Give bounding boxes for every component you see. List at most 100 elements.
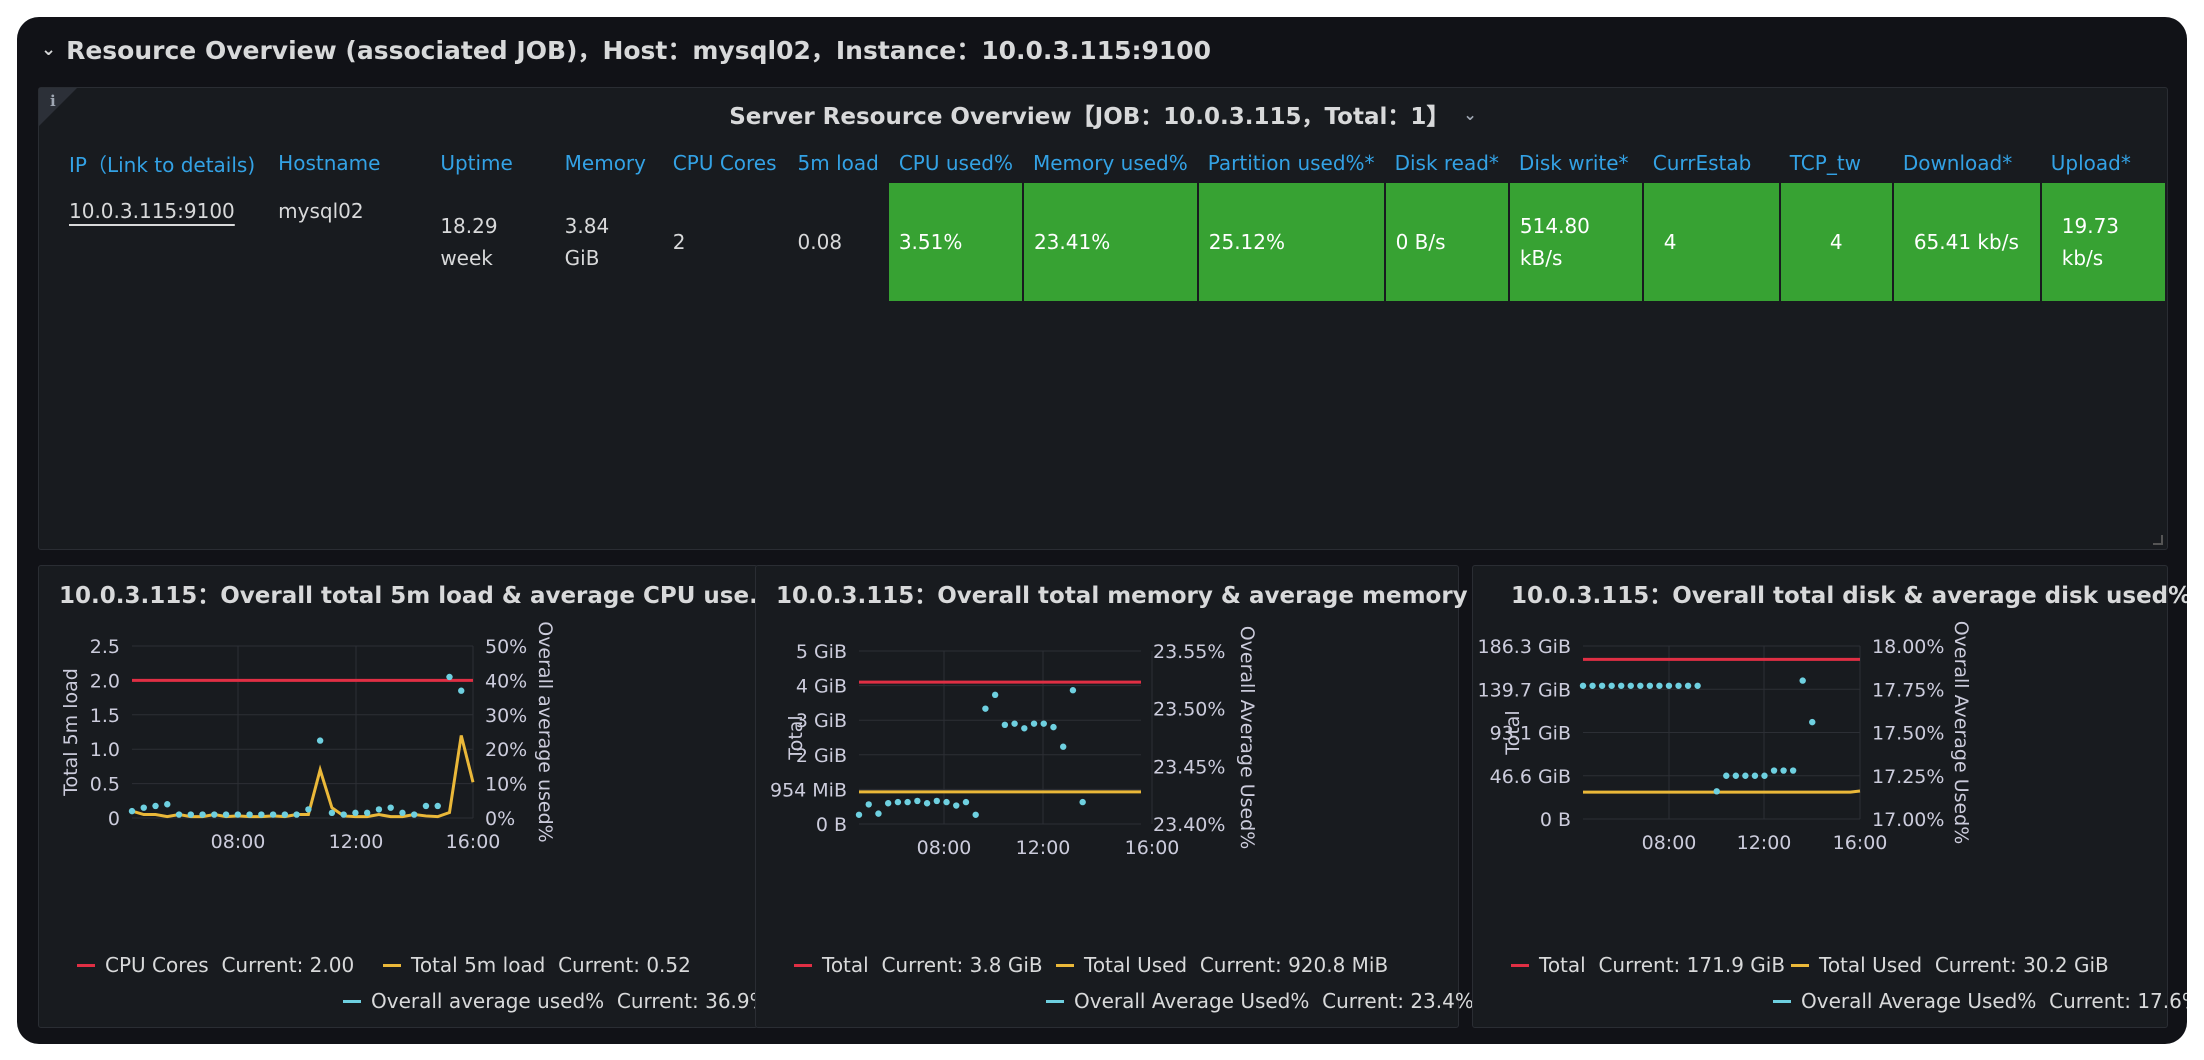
legend-item-overall-average-used[interactable]: Overall average used% Current: 36.9% — [343, 989, 769, 1013]
column-header[interactable]: Memory used% — [1032, 151, 1188, 175]
row-header[interactable]: ⌄ Resource Overview (associated JOB)，Hos… — [41, 29, 1211, 69]
y-right-tick-label: 0% — [485, 808, 515, 830]
chart-panel-memory: 10.0.3.115：Overall total memory & averag… — [755, 565, 1502, 1028]
data-point — [1050, 723, 1057, 731]
column-header[interactable]: TCP_tw — [1789, 151, 1862, 175]
resize-handle-icon[interactable] — [2153, 535, 2163, 545]
data-point — [1598, 682, 1606, 689]
y-tick-label: 3 GiB — [796, 710, 847, 732]
panel-info-corner[interactable] — [39, 88, 77, 126]
chevron-down-icon[interactable]: ⌄ — [41, 38, 57, 60]
cell-upload: 19.73 kb/s — [2040, 183, 2168, 301]
data-point — [1627, 682, 1634, 689]
data-point — [1608, 682, 1615, 689]
cell-download: 65.41 kb/s — [1892, 183, 2042, 301]
data-point — [399, 809, 406, 817]
column-header[interactable]: CPU Cores — [672, 151, 777, 175]
column-header[interactable]: CurrEstab — [1652, 151, 1752, 175]
data-point — [1799, 677, 1806, 684]
legend-item-cpu-cores[interactable]: CPU Cores Current: 2.00 — [77, 953, 354, 977]
column-header[interactable]: Upload* — [2050, 151, 2131, 175]
data-point — [875, 810, 882, 817]
legend-item-total-used[interactable]: Total Used Current: 920.8 MiB — [1056, 953, 1388, 977]
y-tick-label: 186.3 GiB — [1478, 636, 1571, 658]
data-point — [923, 800, 931, 807]
series-line-total-used — [1583, 789, 1861, 794]
column-header[interactable]: IP（Link to details) — [69, 152, 256, 177]
data-point — [962, 798, 970, 806]
column-header[interactable]: 5m load — [797, 151, 879, 175]
data-point — [991, 691, 999, 699]
y-right-axis-label: Overall Average Used% — [1236, 626, 1258, 850]
legend-swatch — [1511, 963, 1529, 967]
cell-cpu-used: 3.51% — [888, 183, 1024, 301]
legend-item-total[interactable]: Total Current: 3.8 GiB — [794, 953, 1043, 977]
upload-value: 19.73 — [2061, 214, 2120, 238]
column-header[interactable]: Uptime — [440, 151, 513, 175]
data-point — [884, 800, 892, 807]
panel-title-text: Server Resource Overview【JOB：10.0.3.115，… — [729, 104, 1450, 130]
legend-current-label: Current: — [1199, 953, 1282, 977]
column-header[interactable]: CPU used% — [898, 151, 1013, 175]
y-tick-label: 0 B — [816, 814, 847, 836]
column-header[interactable]: Disk read* — [1394, 151, 1499, 175]
data-point — [1589, 682, 1596, 689]
data-point — [865, 801, 872, 808]
chart-svg-memory: 0 B 954 MiB 2 GiB 3 GiB 4 GiB 5 GiB 23.40% 23.4… — [770, 626, 1258, 859]
cell-tcp-tw: 4 — [1779, 183, 1894, 301]
info-icon[interactable]: i — [50, 92, 56, 110]
server-resource-panel: i Server Resource Overview【JOB：10.0.3.11… — [38, 87, 2168, 550]
data-point — [363, 809, 371, 817]
data-point — [972, 811, 979, 818]
chevron-down-icon[interactable]: ⌄ — [1463, 104, 1477, 124]
server-table: IP（Link to details) Hostname Uptime Memo… — [59, 143, 2168, 301]
data-point — [281, 811, 289, 818]
y-tick-label: 93.1 GiB — [1490, 723, 1571, 745]
column-header[interactable]: Partition used%* — [1207, 151, 1375, 175]
legend-current-label: Current: — [221, 953, 304, 977]
legend-item-total[interactable]: Total Current: 171.9 GiB — [1511, 953, 1785, 977]
legend-current-label: Current: — [1322, 989, 1404, 1013]
legend-item-overall-average-used[interactable]: Overall Average Used% Current: 17.6% — [1773, 989, 2187, 1013]
uptime-unit: week — [440, 246, 493, 270]
x-tick-label: 16:00 — [1833, 832, 1888, 854]
legend-current: 30.2 GiB — [2023, 953, 2109, 977]
data-point — [411, 811, 418, 818]
y-right-tick-label: 23.55% — [1153, 641, 1225, 663]
x-tick-label: 16:00 — [446, 831, 501, 853]
data-point — [1011, 720, 1018, 727]
column-header[interactable]: Hostname — [278, 151, 381, 175]
data-point — [1637, 682, 1644, 689]
data-point — [1780, 767, 1787, 774]
data-point — [1665, 682, 1673, 689]
y-right-tick-label: 50% — [485, 636, 527, 658]
chart-title[interactable]: 10.0.3.115：Overall total memory & averag… — [776, 583, 1502, 609]
data-point — [1079, 798, 1086, 806]
data-point — [1751, 772, 1759, 779]
data-point — [422, 802, 430, 810]
legend-current: 171.9 GiB — [1686, 953, 1786, 977]
y-tick-label: 0 B — [1540, 809, 1571, 831]
dashboard-frame: ⌄ Resource Overview (associated JOB)，Hos… — [17, 17, 2187, 1044]
ip-link[interactable]: 10.0.3.115:9100 — [69, 199, 235, 223]
legend-current-label: Current: — [616, 989, 699, 1013]
y-tick-label: 2.5 — [90, 636, 120, 658]
column-header[interactable]: Download* — [1902, 151, 2013, 175]
column-header[interactable]: Memory — [564, 151, 646, 175]
server-resource-panel-title[interactable]: Server Resource Overview【JOB：10.0.3.115，… — [39, 88, 2167, 140]
y-right-tick-label: 17.25% — [1872, 766, 1944, 788]
data-point — [246, 811, 253, 818]
legend-item-total-5m-load[interactable]: Total 5m load Current: 0.52 — [383, 953, 691, 977]
data-point — [222, 811, 230, 818]
column-header[interactable]: Disk write* — [1518, 151, 1629, 175]
cell-ip[interactable]: 10.0.3.115:9100 — [59, 183, 268, 301]
data-point — [1618, 682, 1625, 689]
legend-item-overall-average-used[interactable]: Overall Average Used% Current: 23.4% — [1046, 989, 1474, 1013]
chart-panel-disk: 10.0.3.115：Overall total disk & average … — [1472, 565, 2187, 1028]
data-point — [1579, 682, 1587, 689]
data-point — [1713, 788, 1720, 795]
chart-title[interactable]: 10.0.3.115：Overall total disk & average … — [1511, 583, 2187, 609]
legend-item-total-used[interactable]: Total Used Current: 30.2 GiB — [1791, 953, 2109, 977]
chart-title[interactable]: 10.0.3.115：Overall total 5m load & avera… — [59, 583, 776, 609]
x-tick-label: 08:00 — [1642, 832, 1697, 854]
